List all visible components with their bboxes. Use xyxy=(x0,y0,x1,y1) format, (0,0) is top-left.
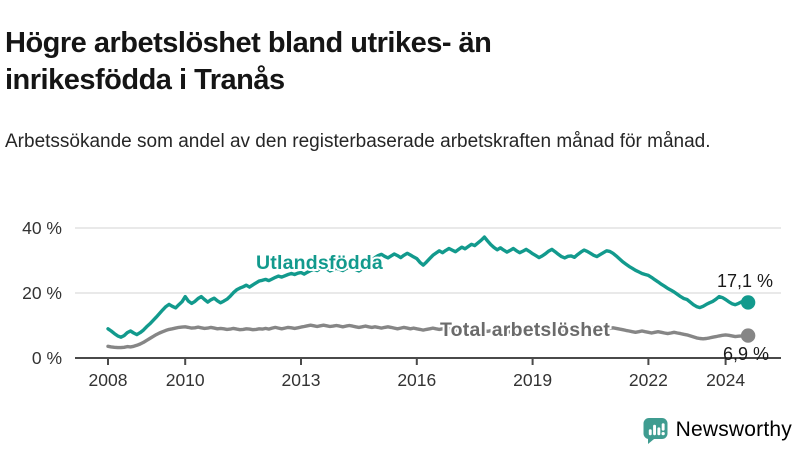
series-line-total-arbetsl-shet xyxy=(106,323,750,350)
x-axis-tick-label: 2019 xyxy=(513,370,552,390)
x-axis-tick-label: 2010 xyxy=(166,370,205,390)
y-axis-tick-label: 40 % xyxy=(22,218,62,238)
newsworthy-logo-text: Newsworthy xyxy=(675,418,792,441)
x-axis-tick-label: 2008 xyxy=(89,370,128,390)
series-end-dot xyxy=(740,328,756,343)
series-inline-label: Utlandsfödda xyxy=(256,252,383,274)
newsworthy-logo: Newsworthy xyxy=(642,416,792,444)
y-axis-tick-label: 0 % xyxy=(32,348,62,368)
x-axis-tick-label: 2016 xyxy=(397,370,436,390)
x-axis-tick-label: 2022 xyxy=(629,370,668,390)
newsworthy-logo-icon xyxy=(643,418,668,444)
series-end-dot xyxy=(740,295,756,310)
y-axis-tick-label: 20 % xyxy=(22,283,62,303)
page-title-line1: Högre arbetslöshet bland utrikes- än xyxy=(5,27,492,60)
x-axis-tick-label: 2013 xyxy=(282,370,321,390)
page-title-line2: inrikesfödda i Tranås xyxy=(5,63,285,96)
series-inline-label: Total arbetslöshet xyxy=(440,319,610,341)
page-title: Högre arbetslöshet bland utrikes- än inr… xyxy=(5,25,725,98)
x-axis-tick-label: 2024 xyxy=(706,370,745,390)
chart-subtitle: Arbetssökande som andel av den registerb… xyxy=(5,131,711,152)
series-line-utlandsf-dda xyxy=(106,235,750,339)
series-end-value-label: 6,9 % xyxy=(723,344,769,364)
series-end-value-label: 17,1 % xyxy=(717,271,773,291)
